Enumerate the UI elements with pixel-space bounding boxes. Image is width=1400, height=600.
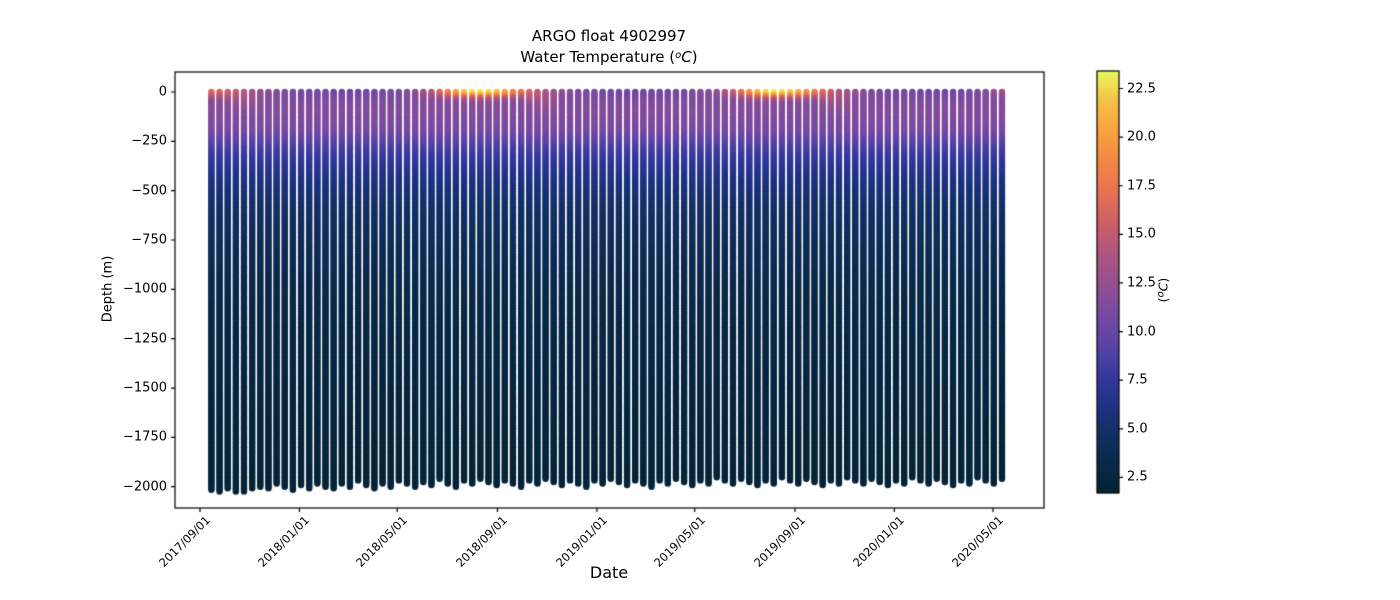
y-axis-label-text: Depth (m) [100,255,116,323]
colorbar-tick-label: 5.0 [1127,421,1148,437]
colorbar-unit-prefix: ( [1155,297,1171,303]
colorbar-tick-label: 15.0 [1127,226,1156,242]
y-tick-label: −500 [131,183,167,199]
y-tick-label: −750 [131,232,167,248]
y-axis-label: Depth (m) [101,256,116,323]
y-tick-label: −1250 [123,331,167,347]
colorbar-tick-label: 17.5 [1127,178,1156,194]
colorbar-tick-label: 2.5 [1127,469,1148,485]
chart-title: ARGO float 4902997 [532,27,686,45]
y-tick-label: −250 [131,133,167,149]
colorbar-tick-label: 22.5 [1127,81,1156,96]
colorbar-unit-variable: C [1155,282,1171,292]
colorbar-tick-label: 20.0 [1127,129,1156,145]
y-tick-label: 0 [158,84,167,100]
y-tick-label: −1000 [123,281,167,297]
colorbar-tick-label: 12.5 [1127,275,1156,291]
colorbar-label: (oC) [1156,278,1171,303]
y-tick-label: −1750 [123,429,167,445]
chart-title-text: ARGO float 4902997 [531,27,687,45]
colorbar-tick-label: 7.5 [1127,372,1148,388]
chart-subtitle-prefix: Water Temperature ( [520,48,676,66]
chart-subtitle-suffix: ) [691,48,698,66]
x-axis-label: Date [590,563,628,582]
x-axis-label-text: Date [589,563,629,582]
chart-subtitle-variable: C [681,48,692,66]
colorbar-unit-suffix: ) [1155,277,1171,283]
y-tick-label: −1500 [123,380,167,396]
chart-subtitle-superscript: o [675,50,682,61]
chart-subtitle: Water Temperature (oC) [520,48,697,66]
y-tick-label: −2000 [123,479,167,495]
colorbar-unit-superscript: o [1155,291,1167,298]
colorbar-tick-label: 10.0 [1127,324,1156,340]
